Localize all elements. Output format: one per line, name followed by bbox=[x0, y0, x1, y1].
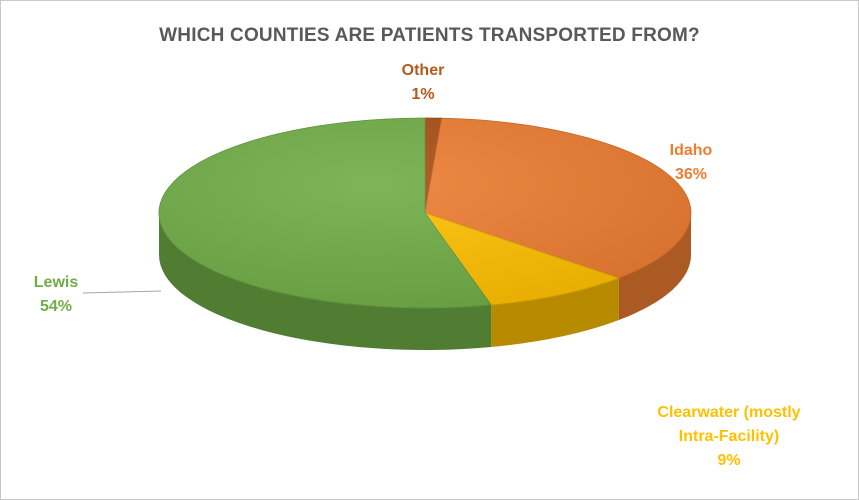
slice-label-idaho: Idaho 36% bbox=[661, 139, 721, 187]
slice-name-clearwater-line2: Intra-Facility) bbox=[678, 428, 780, 445]
pie-top bbox=[158, 117, 692, 309]
pie-side-lewis bbox=[159, 213, 492, 351]
slice-label-other: Other 1% bbox=[393, 59, 453, 107]
slice-percent-lewis: 54% bbox=[39, 298, 73, 315]
pie-side-idaho bbox=[618, 213, 691, 321]
slice-percent-clearwater: 9% bbox=[717, 452, 741, 469]
slice-name-lewis: Lewis bbox=[33, 274, 79, 291]
slice-percent-idaho: 36% bbox=[674, 166, 708, 183]
chart-title: WHICH COUNTIES ARE PATIENTS TRANSPORTED … bbox=[159, 25, 700, 46]
pie-side-clearwater bbox=[491, 278, 619, 348]
leader-line-lewis bbox=[82, 290, 162, 294]
pie-sides bbox=[159, 213, 691, 351]
pie-top-shade bbox=[159, 118, 691, 308]
slice-label-lewis: Lewis 54% bbox=[31, 271, 81, 319]
slice-name-idaho: Idaho bbox=[669, 142, 713, 159]
slice-name-clearwater-line1: Clearwater (mostly bbox=[657, 404, 801, 421]
slice-label-clearwater: Clearwater (mostly Intra-Facility) 9% bbox=[629, 401, 829, 473]
slice-percent-other: 1% bbox=[411, 86, 435, 103]
leader-lines bbox=[82, 290, 162, 294]
slice-name-other: Other bbox=[401, 62, 445, 79]
